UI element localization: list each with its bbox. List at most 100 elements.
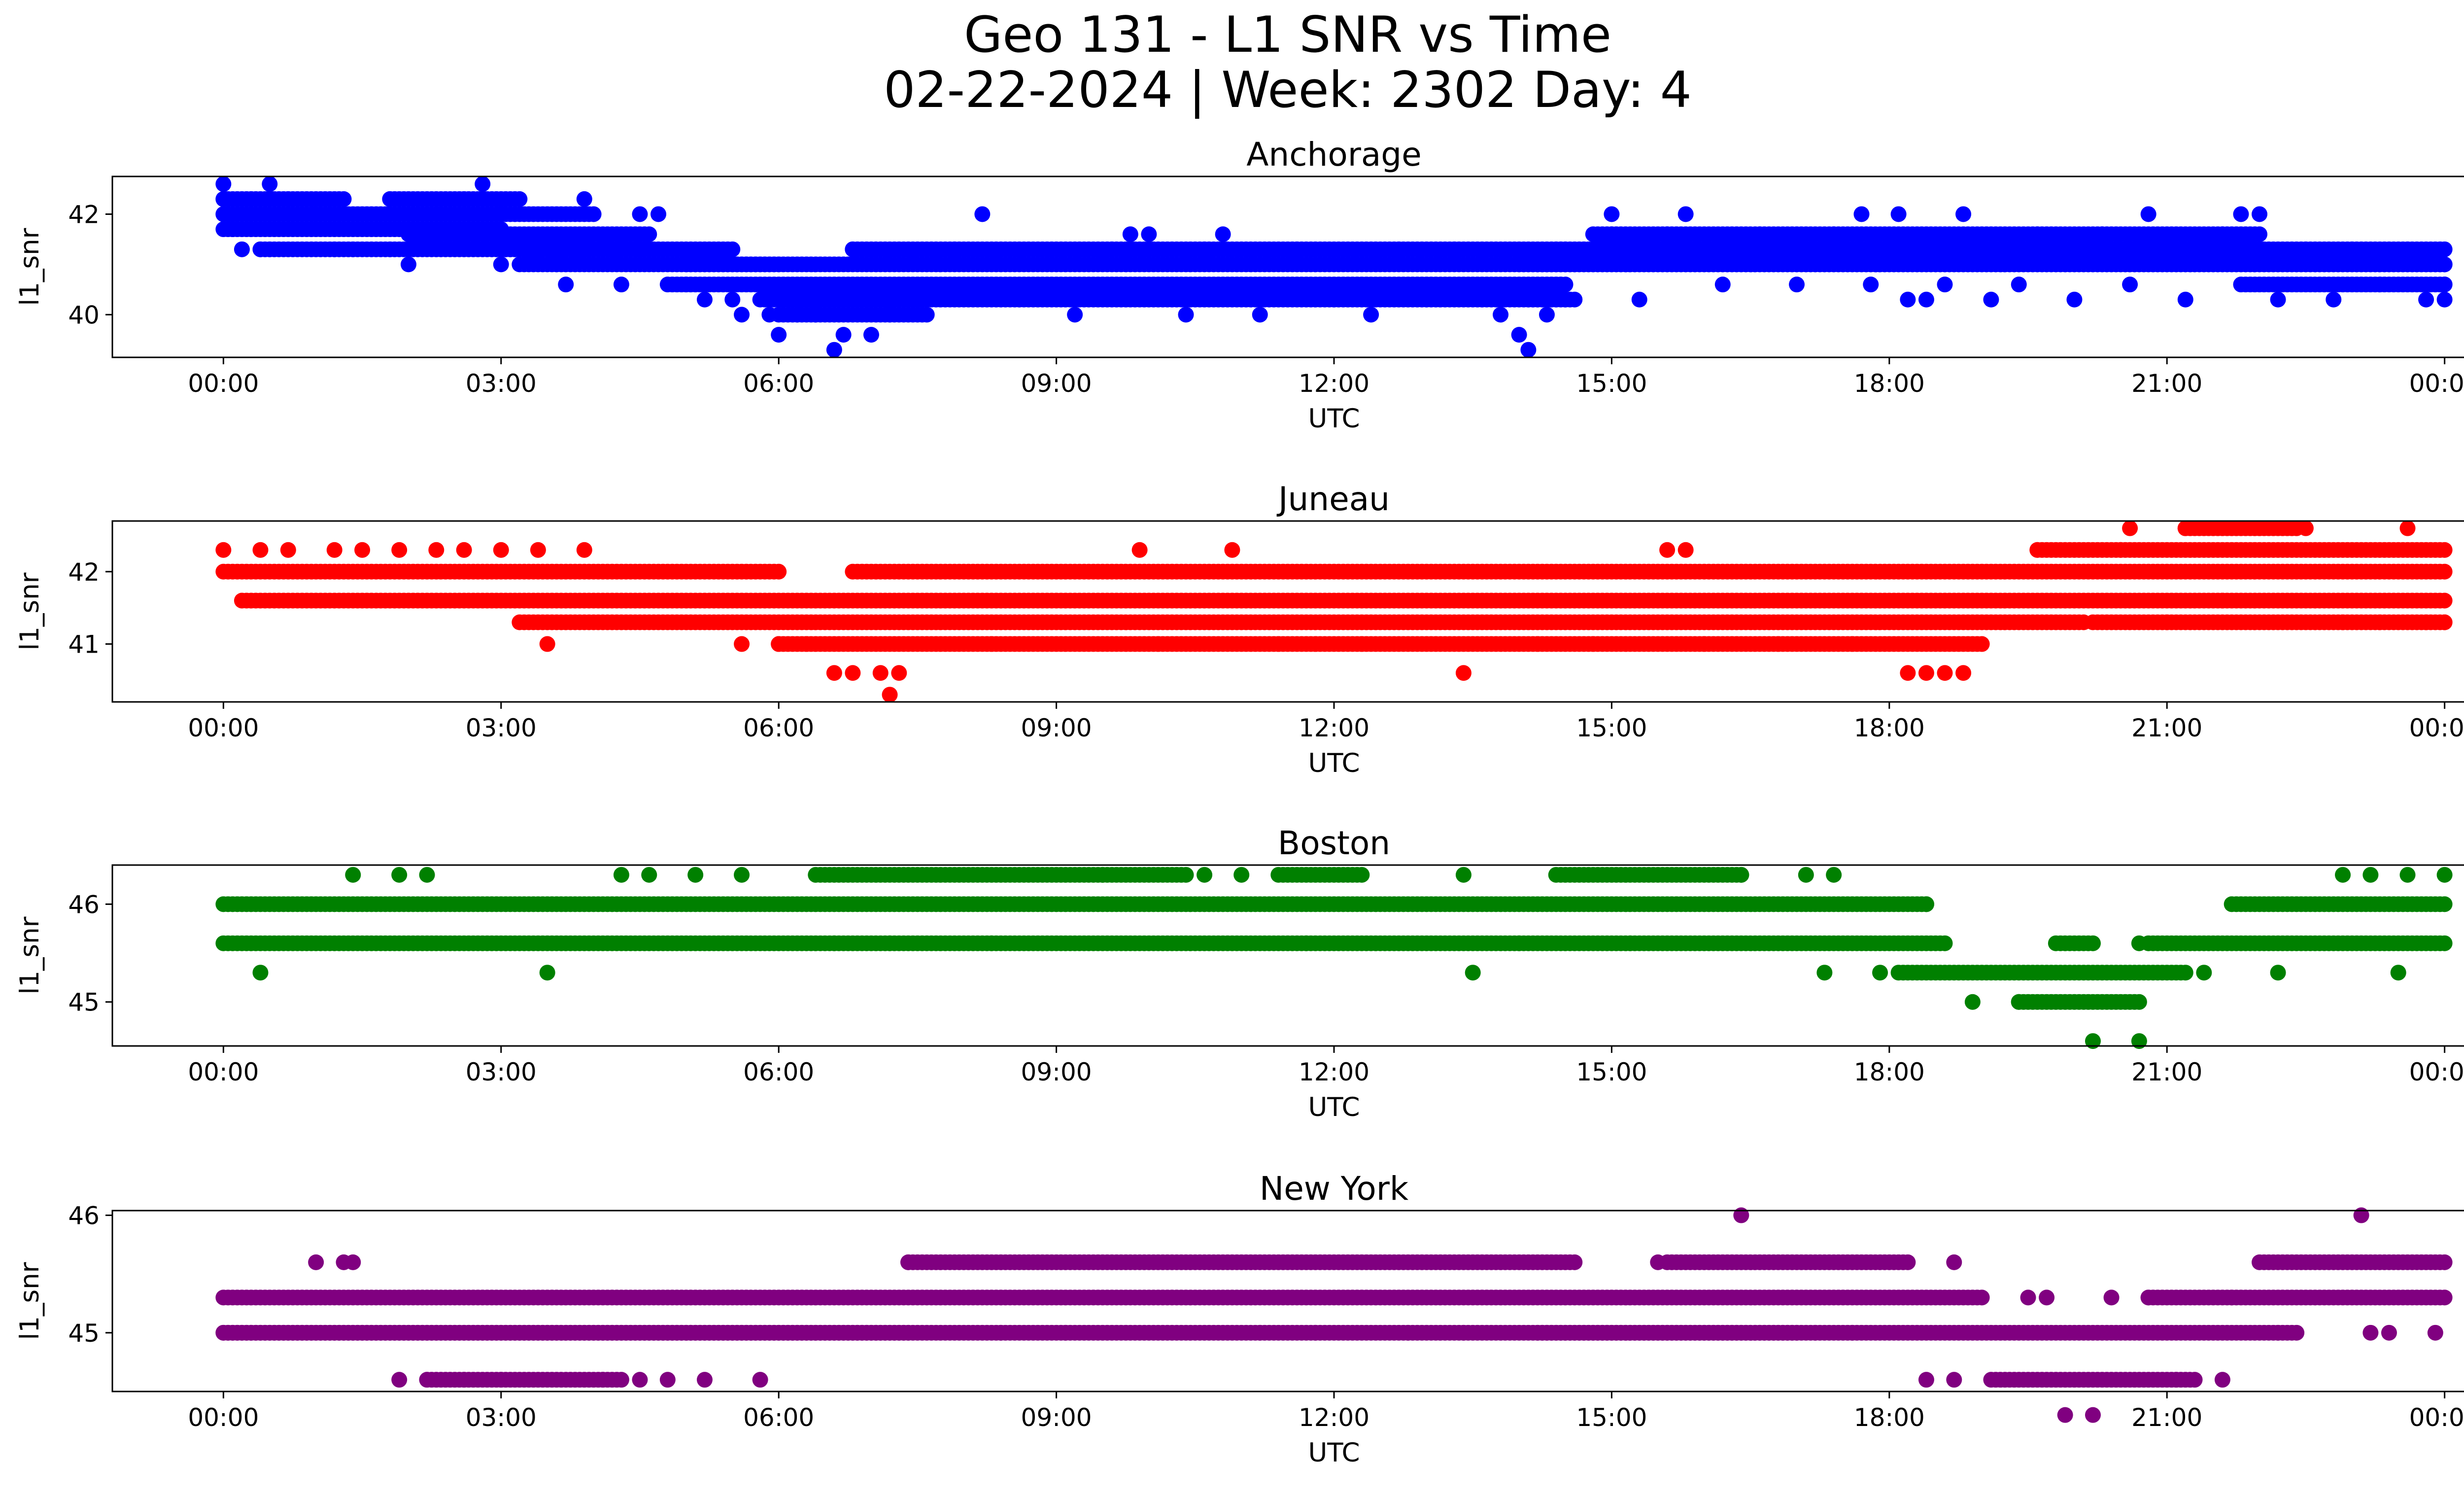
anchorage-data-point xyxy=(2122,277,2138,293)
anchorage-x-tick-label: 12:00 xyxy=(1299,369,1369,398)
anchorage-data-point xyxy=(845,241,861,257)
anchorage-data-point xyxy=(262,241,278,257)
boston-band-point xyxy=(1937,935,1953,951)
anchorage-data-point xyxy=(974,206,991,222)
anchorage-band-point xyxy=(919,307,935,323)
anchorage-band-point xyxy=(2252,226,2268,243)
anchorage-data-point xyxy=(1576,241,1592,257)
juneau-data-point xyxy=(798,636,815,652)
juneau-x-tick-label: 06:00 xyxy=(743,714,814,742)
juneau-data-point xyxy=(1585,636,1601,652)
anchorage-data-point xyxy=(2066,291,2083,308)
anchorage-data-point xyxy=(1659,226,1676,243)
juneau-data-point xyxy=(1844,636,1860,652)
anchorage-band-markers xyxy=(215,191,2453,323)
juneau-panel-title: Juneau xyxy=(1276,480,1390,518)
juneau-data-point xyxy=(215,542,232,558)
anchorage-x-tick-label: 03:00 xyxy=(466,369,537,398)
anchorage-band-point xyxy=(724,241,741,257)
anchorage-data-point xyxy=(2140,206,2156,222)
juneau-x-tick-label: 18:00 xyxy=(1854,714,1925,742)
anchorage-data-point xyxy=(1289,241,1305,257)
juneau-band-point xyxy=(2436,563,2453,580)
anchorage-data-point xyxy=(576,191,592,207)
juneau-data-point xyxy=(1224,542,1240,558)
anchorage-data-point xyxy=(225,221,241,238)
anchorage-data-point xyxy=(650,206,667,222)
juneau-band-point xyxy=(771,563,787,580)
anchorage-data-point xyxy=(2177,291,2193,308)
boston-panel-title: Boston xyxy=(1278,824,1390,862)
anchorage-data-point xyxy=(1539,307,1555,323)
anchorage-data-point xyxy=(2344,241,2360,257)
juneau-data-point xyxy=(845,665,861,681)
boston-band-point xyxy=(1354,867,1370,883)
anchorage-data-point xyxy=(548,256,565,273)
anchorage-data-point xyxy=(1197,241,1213,257)
juneau-data-point xyxy=(2122,520,2138,536)
boston-band-point xyxy=(2131,994,2147,1010)
anchorage-data-point xyxy=(456,191,472,207)
juneau-data-point xyxy=(456,542,472,558)
anchorage-y-tick-label: 40 xyxy=(68,301,100,329)
figure-title-line-1: Geo 131 - L1 SNR vs Time xyxy=(964,5,1611,64)
anchorage-data-point xyxy=(1826,226,1842,243)
juneau-data-point xyxy=(1955,665,1972,681)
juneau-band-point xyxy=(1974,636,1990,652)
anchorage-data-point xyxy=(2436,256,2453,273)
juneau-data-point xyxy=(326,542,342,558)
anchorage-data-point xyxy=(1955,206,1972,222)
anchorage-x-tick-label: 15:00 xyxy=(1576,369,1647,398)
anchorage-data-point xyxy=(1853,206,1870,222)
anchorage-data-point xyxy=(613,277,629,293)
juneau-x-tick-label: 21:00 xyxy=(2131,714,2202,742)
anchorage-data-point xyxy=(1446,241,1463,257)
juneau-data-point xyxy=(2372,614,2388,630)
juneau-data-point xyxy=(1696,636,1712,652)
anchorage-data-point xyxy=(1122,226,1138,243)
anchorage-data-point xyxy=(789,307,805,323)
anchorage-data-point xyxy=(215,176,232,192)
juneau-data-point xyxy=(1530,636,1546,652)
juneau-data-point xyxy=(2418,614,2434,630)
juneau-data-point xyxy=(576,542,592,558)
anchorage-data-point xyxy=(1983,291,1999,308)
anchorage-data-point xyxy=(1937,277,1953,293)
juneau-data-point xyxy=(734,636,750,652)
anchorage-band-point xyxy=(585,206,602,222)
anchorage-data-point xyxy=(1418,291,1435,308)
anchorage-band-point xyxy=(512,191,528,207)
anchorage-data-point xyxy=(234,241,250,257)
anchorage-data-point xyxy=(632,206,648,222)
anchorage-y-axis-label: l1_snr xyxy=(15,228,45,306)
juneau-data-point xyxy=(1270,636,1287,652)
anchorage-data-point xyxy=(2399,241,2416,257)
anchorage-data-point xyxy=(808,307,824,323)
anchorage-data-point xyxy=(1751,226,1768,243)
juneau-data-point xyxy=(2436,614,2453,630)
juneau-data-point xyxy=(1918,665,1934,681)
juneau-data-point xyxy=(2159,614,2175,630)
anchorage-data-point xyxy=(1890,206,1907,222)
anchorage-data-point xyxy=(2297,241,2314,257)
juneau-data-point xyxy=(1677,542,1694,558)
anchorage-data-point xyxy=(475,176,491,192)
anchorage-data-point xyxy=(1557,291,1574,308)
anchorage-data-point xyxy=(2326,291,2342,308)
anchorage-data-point xyxy=(2214,226,2230,243)
anchorage-data-point xyxy=(1604,206,1620,222)
anchorage-data-point xyxy=(1141,226,1157,243)
juneau-data-point xyxy=(891,665,907,681)
anchorage-data-point xyxy=(280,191,296,207)
anchorage-band-point xyxy=(2436,241,2453,257)
boston-band-markers xyxy=(215,867,2453,1010)
figure-title: Geo 131 - L1 SNR vs Time 02-22-2024 | We… xyxy=(0,7,2464,117)
anchorage-band-point xyxy=(336,191,352,207)
anchorage-data-point xyxy=(1918,291,1934,308)
anchorage-data-point xyxy=(1677,206,1694,222)
anchorage-data-point xyxy=(2252,206,2268,222)
anchorage-data-point xyxy=(678,277,694,293)
anchorage-data-point xyxy=(1252,307,1268,323)
